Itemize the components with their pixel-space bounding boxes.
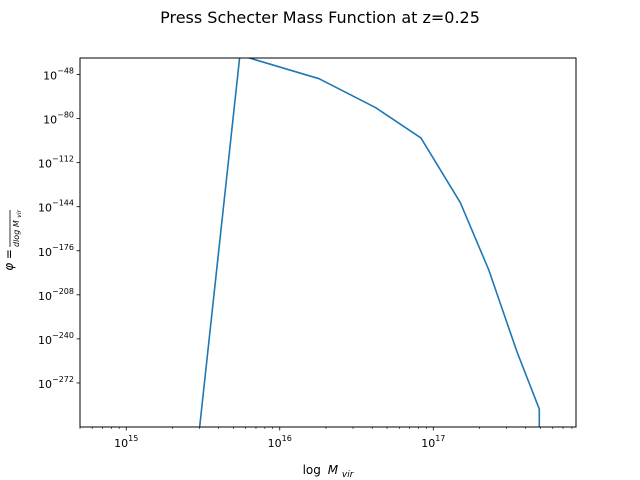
y-tick-label-base: 10 [38, 202, 52, 215]
y-axis-label: φ = dlog M vir [2, 210, 23, 271]
y-tick-label-exponent: −112 [52, 155, 74, 164]
x-tick-label-exponent: 17 [435, 434, 445, 443]
y-tick-label-exponent: −240 [52, 331, 74, 340]
y-tick-label: 10−144 [38, 199, 74, 215]
y-axis: 10−4810−8010−11210−14410−17610−20810−240… [38, 67, 80, 391]
y-axis-label-frac-bottom-sub: vir [16, 210, 23, 218]
x-tick-label: 1017 [421, 434, 445, 450]
y-tick-label-base: 10 [38, 334, 52, 347]
y-tick-label-base: 10 [38, 378, 52, 391]
plot-area-frame [79, 57, 577, 428]
y-axis-label-frac-bottom-text: dlog M [12, 220, 21, 247]
x-tick-label-exponent: 15 [128, 434, 138, 443]
x-axis-label-symbol: M [328, 463, 339, 477]
x-tick-label: 1016 [268, 434, 292, 450]
y-tick-label-base: 10 [43, 114, 57, 127]
x-tick-label-base: 10 [114, 437, 128, 450]
x-axis-label-subscript: vir [342, 470, 355, 480]
x-axis-label-base: log [303, 463, 321, 477]
y-tick-label-base: 10 [38, 246, 52, 259]
x-tick-label-base: 10 [268, 437, 282, 450]
x-axis-label: log M vir [303, 463, 355, 480]
y-tick-label-base: 10 [38, 158, 52, 171]
y-tick-label: 10−272 [38, 375, 74, 391]
x-tick-label-base: 10 [421, 437, 435, 450]
y-tick-label-exponent: −144 [52, 199, 74, 208]
y-tick-label: 10−176 [38, 243, 74, 259]
y-tick-label-base: 10 [43, 70, 57, 83]
y-tick-label: 10−112 [38, 155, 74, 171]
y-tick-label-exponent: −80 [57, 111, 74, 120]
y-tick-label-exponent: −208 [52, 287, 74, 296]
x-axis: 1015 1016 1017 [79, 427, 573, 450]
y-tick-label-base: 10 [38, 290, 52, 303]
y-tick-label-exponent: −176 [52, 243, 74, 252]
y-tick-label: 10−240 [38, 331, 74, 347]
y-tick-label-exponent: −48 [57, 67, 74, 76]
y-tick-label: 10−80 [43, 111, 74, 127]
series-layer [198, 58, 541, 427]
y-tick-label: 10−208 [38, 287, 74, 303]
y-tick-label: 10−48 [43, 67, 74, 83]
x-tick-label: 1015 [114, 434, 138, 450]
series-line [198, 58, 541, 427]
y-tick-label-exponent: −272 [52, 375, 74, 384]
chart-title: Press Schecter Mass Function at z=0.25 [160, 8, 480, 27]
x-tick-label-exponent: 16 [282, 434, 292, 443]
y-axis-label-frac-bottom: dlog M vir [12, 210, 23, 247]
y-axis-label-lhs: φ = [2, 249, 16, 271]
